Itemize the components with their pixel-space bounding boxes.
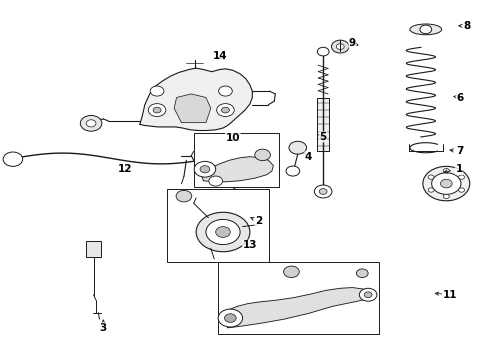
Circle shape: [217, 104, 234, 117]
Bar: [167, 189, 270, 262]
Circle shape: [459, 175, 465, 179]
Bar: [86, 241, 101, 257]
Circle shape: [3, 152, 23, 166]
Text: 8: 8: [464, 21, 471, 31]
Circle shape: [176, 190, 192, 202]
Circle shape: [432, 173, 461, 194]
Circle shape: [216, 226, 230, 237]
Text: 1: 1: [455, 164, 463, 174]
Circle shape: [318, 47, 329, 56]
Circle shape: [441, 179, 452, 188]
Text: 4: 4: [305, 152, 312, 162]
Circle shape: [200, 166, 210, 173]
Ellipse shape: [410, 24, 441, 35]
Polygon shape: [140, 68, 252, 131]
Text: 9: 9: [349, 38, 356, 48]
Circle shape: [284, 266, 299, 278]
Circle shape: [359, 288, 377, 301]
Circle shape: [86, 120, 96, 127]
Circle shape: [206, 220, 240, 244]
Circle shape: [224, 314, 236, 322]
Circle shape: [221, 107, 229, 113]
Bar: [194, 134, 279, 187]
Circle shape: [331, 40, 349, 53]
Circle shape: [364, 292, 372, 298]
Text: 13: 13: [243, 240, 257, 250]
Circle shape: [286, 166, 300, 176]
Text: 10: 10: [225, 133, 240, 143]
Circle shape: [428, 175, 434, 179]
Circle shape: [218, 309, 243, 327]
Text: 6: 6: [456, 93, 464, 103]
Circle shape: [420, 25, 432, 34]
Circle shape: [443, 194, 449, 199]
Circle shape: [228, 179, 240, 188]
Circle shape: [428, 188, 434, 192]
Text: 12: 12: [118, 164, 132, 174]
Circle shape: [219, 86, 232, 96]
Circle shape: [209, 176, 222, 186]
Text: 5: 5: [319, 132, 327, 142]
Polygon shape: [201, 157, 273, 182]
Circle shape: [356, 269, 368, 278]
Circle shape: [336, 44, 344, 49]
Text: 2: 2: [255, 216, 262, 226]
Text: 14: 14: [213, 51, 228, 61]
Circle shape: [315, 185, 332, 198]
Circle shape: [196, 212, 250, 252]
Circle shape: [150, 86, 164, 96]
Circle shape: [194, 161, 216, 177]
Polygon shape: [225, 288, 371, 328]
Circle shape: [80, 116, 102, 131]
Polygon shape: [174, 94, 211, 123]
Bar: [318, 98, 329, 151]
Bar: [218, 262, 379, 334]
Circle shape: [153, 107, 161, 113]
Circle shape: [423, 166, 470, 201]
Text: 3: 3: [99, 323, 107, 333]
Circle shape: [289, 141, 307, 154]
Text: 11: 11: [443, 290, 458, 300]
Circle shape: [459, 188, 465, 192]
Text: 7: 7: [456, 146, 464, 156]
Circle shape: [228, 217, 240, 226]
Bar: [228, 193, 240, 209]
Circle shape: [443, 168, 449, 173]
Circle shape: [148, 104, 166, 117]
Circle shape: [255, 149, 270, 161]
Circle shape: [319, 189, 327, 194]
